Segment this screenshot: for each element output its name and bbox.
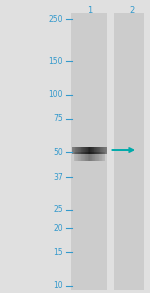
Bar [92,147,93,154]
Bar [88,152,89,161]
Bar [89,152,90,161]
Bar [87,152,88,161]
Bar [92,152,93,161]
Text: 20: 20 [53,224,63,233]
Bar [79,152,80,161]
Bar [100,147,101,154]
Bar [75,152,76,161]
Bar [72,147,73,154]
Text: 37: 37 [53,173,63,182]
Text: 50: 50 [53,148,63,157]
Bar [97,147,98,154]
Bar [90,152,91,161]
Bar [105,147,106,154]
Text: 150: 150 [48,57,63,66]
Text: 25: 25 [53,205,63,214]
Bar [85,147,86,154]
Bar [74,152,75,161]
Bar [101,152,102,161]
Bar [96,152,97,161]
Text: 75: 75 [53,114,63,123]
Bar [84,147,85,154]
Bar [95,147,96,154]
Bar [82,152,83,161]
Bar [81,147,82,154]
Bar [70,13,106,290]
Bar [93,152,94,161]
Bar [77,147,78,154]
Bar [98,147,99,154]
Bar [77,152,78,161]
Text: 250: 250 [48,15,63,23]
Bar [99,152,100,161]
Bar [82,147,83,154]
Bar [76,147,77,154]
Bar [99,147,100,154]
Bar [76,152,77,161]
Bar [78,147,79,154]
Bar [86,147,87,154]
Bar [101,147,102,154]
Bar [94,152,95,161]
Bar [83,147,84,154]
Bar [98,152,99,161]
Bar [100,152,101,161]
Bar [103,147,104,154]
Bar [85,152,86,161]
Text: 15: 15 [53,248,63,257]
Bar [87,147,88,154]
Bar [100,147,101,154]
Bar [75,147,76,154]
Bar [104,152,105,161]
Bar [104,147,105,154]
Bar [95,152,96,161]
Bar [81,152,82,161]
Bar [91,147,92,154]
Text: 2: 2 [129,6,135,15]
Text: 10: 10 [53,281,63,290]
Bar [86,152,87,161]
Bar [78,152,79,161]
Bar [93,147,94,154]
Bar [79,147,80,154]
Bar [73,147,74,154]
Bar [83,152,84,161]
Bar [80,152,81,161]
Bar [102,152,103,161]
Bar [94,147,95,154]
Bar [102,147,103,154]
Bar [80,147,81,154]
Bar [103,152,104,161]
Bar [91,152,92,161]
Text: 100: 100 [48,91,63,99]
Bar [84,152,85,161]
Bar [88,147,89,154]
Bar [74,147,75,154]
Bar [96,147,97,154]
Bar [114,13,144,290]
Bar [97,152,98,161]
Bar [90,147,91,154]
Text: 1: 1 [87,6,93,15]
Bar [89,147,90,154]
